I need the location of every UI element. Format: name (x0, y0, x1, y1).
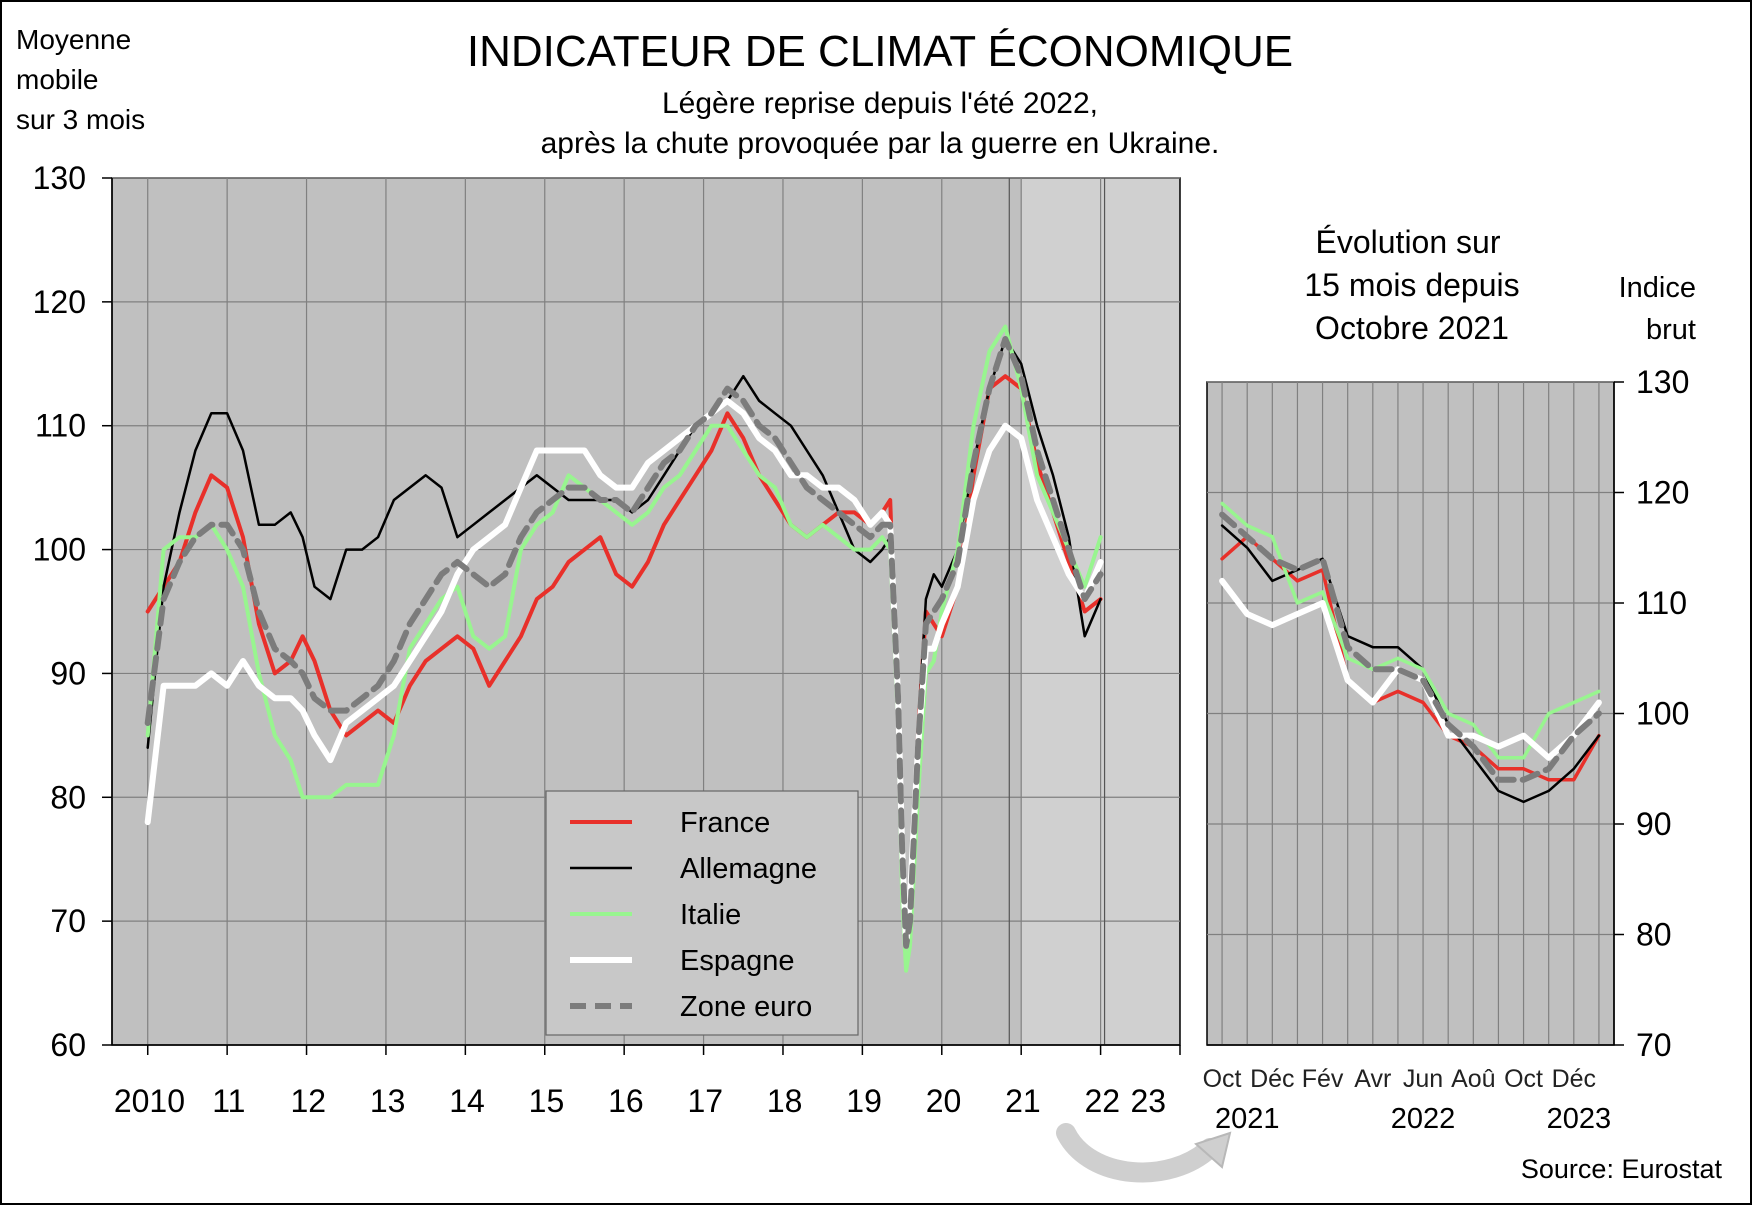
main-series-allemagne (146, 337, 1102, 948)
main-x-tick-label: 12 (290, 1083, 326, 1119)
y-axis-label-line2: mobile (16, 64, 98, 95)
inset-title-line3: Octobre 2021 (1315, 310, 1509, 346)
chart-subtitle-line2: après la chute provoquée par la guerre e… (541, 127, 1220, 160)
main-x-tick-label: 19 (846, 1083, 882, 1119)
main-x-tick-label: 23 (1130, 1083, 1166, 1119)
main-y-tick-label: 100 (33, 532, 86, 568)
inset-y-tick-label: 120 (1636, 475, 1689, 511)
arrow-icon (1056, 1123, 1232, 1183)
legend-label: France (680, 807, 770, 839)
main-x-tick-label: 22 (1085, 1083, 1121, 1119)
main-series-zone-euro (144, 336, 1104, 949)
main-series-italie (145, 324, 1103, 973)
inset-title-line1: Évolution sur (1316, 224, 1501, 260)
source-note: Source: Eurostat (1521, 1154, 1723, 1184)
legend-label: Allemagne (680, 853, 817, 885)
legend: France Allemagne Italie Espagne Zone euro (545, 790, 859, 1036)
inset-x-tick-label: Déc (1552, 1065, 1596, 1093)
main-series-group (144, 324, 1104, 973)
chart-subtitle-line1: Légère reprise depuis l'été 2022, (662, 87, 1098, 120)
main-y-tick-label: 120 (33, 284, 86, 320)
main-y-tick-label: 90 (50, 655, 86, 691)
main-x-tick-label: 16 (608, 1083, 644, 1119)
y-axis-label-line1: Moyenne (16, 24, 131, 55)
main-y-tick-label: 60 (50, 1027, 86, 1063)
inset-y-tick-label: 90 (1636, 806, 1672, 842)
inset-x-tick-label: Jun (1403, 1065, 1443, 1093)
inset-x-tick-label: Oct (1203, 1065, 1242, 1093)
inset-x-tick-label: Avr (1354, 1065, 1391, 1093)
inset-x-tick-label: Aoû (1451, 1065, 1495, 1093)
main-series-france (145, 374, 1103, 924)
inset-y-tick-label: 80 (1636, 917, 1672, 953)
inset-x-tick-label: Déc (1250, 1065, 1294, 1093)
main-axes: 60 70 80 90 100 110 120 130 2010 11 12 13 14 15 16 17 18… (33, 160, 1181, 1119)
inset-x-tick-label: Fév (1302, 1065, 1344, 1093)
inset-series-allemagne (1220, 524, 1601, 804)
inset-series-zone-euro (1219, 511, 1602, 783)
main-x-tick-label: 15 (529, 1083, 565, 1119)
main-x-tick-label: 18 (767, 1083, 803, 1119)
inset-ylabel-line2: brut (1646, 314, 1696, 346)
inset-y-tick-label: 110 (1636, 585, 1687, 621)
main-x-tick-label: 20 (926, 1083, 962, 1119)
main-x-tick-label: 2010 (114, 1083, 185, 1119)
inset-y-tick-label: 130 (1636, 364, 1689, 400)
main-x-tick-label: 17 (687, 1083, 723, 1119)
inset-series-italie (1220, 501, 1601, 760)
main-y-tick-label: 110 (35, 408, 86, 444)
y-axis-label-line3: sur 3 mois (16, 104, 145, 135)
main-x-tick-label: 14 (449, 1083, 485, 1119)
legend-label: Zone euro (680, 991, 812, 1023)
inset-x-tick-label: Oct (1504, 1065, 1543, 1093)
inset-year-label: 2022 (1391, 1103, 1456, 1135)
inset-year-label: 2021 (1215, 1103, 1280, 1135)
legend-label: Espagne (680, 945, 795, 977)
inset-series-group (1219, 501, 1602, 804)
inset-grid (1207, 381, 1614, 1046)
inset-title-line2: 15 mois depuis (1304, 267, 1519, 303)
main-y-tick-label: 80 (50, 779, 86, 815)
inset-y-tick-label: 100 (1636, 696, 1689, 732)
chart-title: INDICATEUR DE CLIMAT ÉCONOMIQUE (467, 27, 1293, 76)
inset-y-tick-label: 70 (1636, 1027, 1672, 1063)
inset-ylabel-line1: Indice (1619, 272, 1696, 304)
main-series-espagne (144, 397, 1104, 949)
main-x-tick-label: 11 (212, 1083, 245, 1119)
main-x-tick-label: 13 (370, 1083, 406, 1119)
inset-axes: 70 80 90 100 110 120 130 Oct Déc Fév Avr Jun Aoû Oct D… (1203, 364, 1690, 1135)
inset-year-label: 2023 (1547, 1103, 1612, 1135)
main-x-tick-label: 21 (1005, 1083, 1041, 1119)
legend-label: Italie (680, 899, 741, 931)
main-y-tick-label: 130 (33, 160, 86, 196)
main-y-tick-label: 70 (50, 903, 86, 939)
